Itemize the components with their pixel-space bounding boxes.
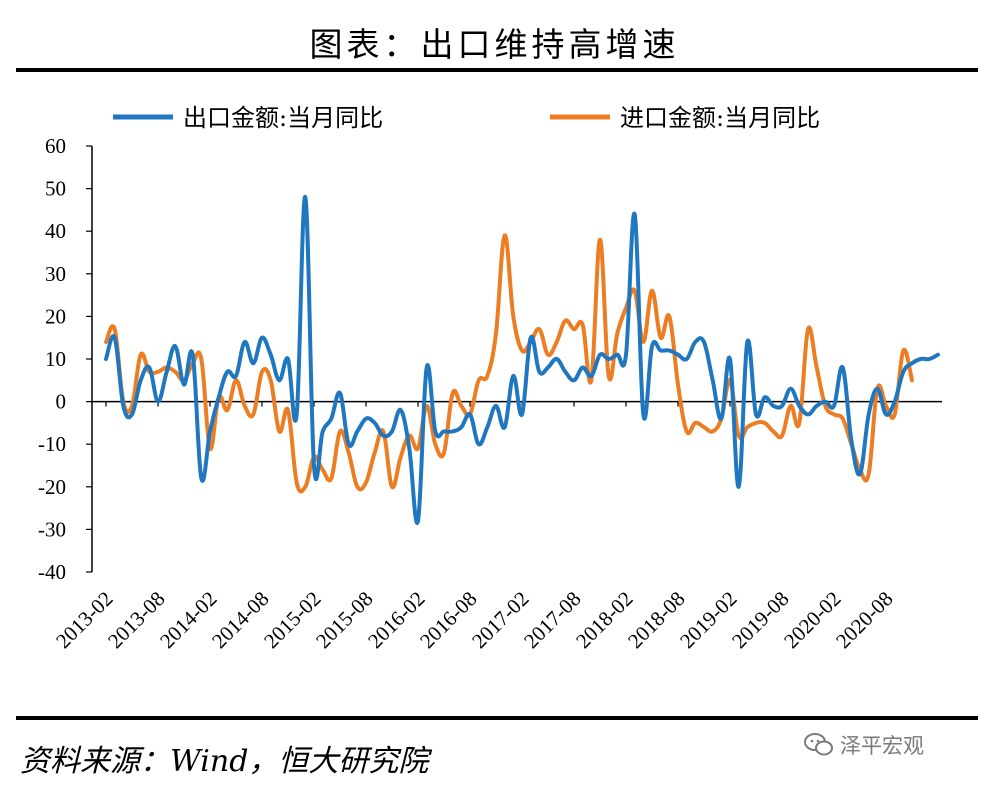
series-line-exports bbox=[104, 195, 940, 525]
wechat-icon bbox=[804, 733, 833, 756]
brand-name: 泽平宏观 bbox=[840, 734, 924, 758]
x-tick-label: 2015-02 bbox=[259, 587, 325, 653]
x-tick-label: 2016-08 bbox=[415, 587, 481, 653]
x-tick-label: 2020-08 bbox=[831, 587, 897, 653]
y-tick-label: 0 bbox=[56, 390, 67, 414]
legend-label-exports: 出口金额:当月同比 bbox=[183, 104, 383, 132]
y-tick-label: 10 bbox=[45, 347, 66, 371]
y-tick-label: -20 bbox=[38, 475, 66, 499]
x-tick-label: 2018-08 bbox=[623, 587, 689, 653]
x-tick-label: 2014-08 bbox=[207, 587, 273, 653]
y-tick-label: 50 bbox=[45, 177, 66, 201]
x-axis: 2013-022013-082014-022014-082015-022015-… bbox=[51, 400, 942, 653]
legend: 出口金额:当月同比 进口金额:当月同比 bbox=[113, 104, 820, 132]
x-tick-label: 2013-02 bbox=[51, 587, 117, 653]
y-axis: -40 -30 -20 -10 0 10 20 30 40 50 60 bbox=[38, 134, 93, 584]
x-tick-label: 2016-02 bbox=[363, 587, 429, 653]
x-tick-label: 2017-08 bbox=[519, 587, 585, 653]
x-tick-label: 2019-08 bbox=[727, 587, 793, 653]
x-tick-label: 2017-02 bbox=[467, 587, 533, 653]
y-tick-label: 20 bbox=[45, 304, 66, 328]
y-tick-label: -30 bbox=[38, 517, 66, 541]
y-tick-label: 40 bbox=[45, 219, 66, 243]
x-tick-label: 2019-02 bbox=[675, 587, 741, 653]
x-tick-label: 2014-02 bbox=[155, 587, 221, 653]
title-rule bbox=[16, 68, 978, 72]
line-chart: 出口金额:当月同比 进口金额:当月同比 -40 -30 -20 -10 0 10 20 30 4… bbox=[38, 104, 942, 653]
y-tick-label: 60 bbox=[45, 134, 66, 158]
x-tick-label: 2013-08 bbox=[103, 587, 169, 653]
series-line-imports bbox=[104, 233, 914, 494]
y-tick-label: -40 bbox=[38, 560, 66, 584]
chart-title: 图表：出口维持高增速 bbox=[309, 25, 680, 64]
source-note: 资料来源：Wind，恒大研究院 bbox=[20, 744, 429, 779]
y-tick-label: 30 bbox=[45, 262, 66, 286]
legend-label-imports: 进口金额:当月同比 bbox=[620, 104, 820, 132]
x-tick-label: 2018-02 bbox=[571, 587, 637, 653]
x-tick-label: 2015-08 bbox=[311, 587, 377, 653]
brand-watermark: 泽平宏观 bbox=[804, 730, 924, 760]
x-tick-label: 2020-02 bbox=[779, 587, 845, 653]
footer-rule bbox=[16, 716, 978, 720]
series-lines bbox=[104, 195, 940, 525]
y-tick-label: -10 bbox=[38, 432, 66, 456]
